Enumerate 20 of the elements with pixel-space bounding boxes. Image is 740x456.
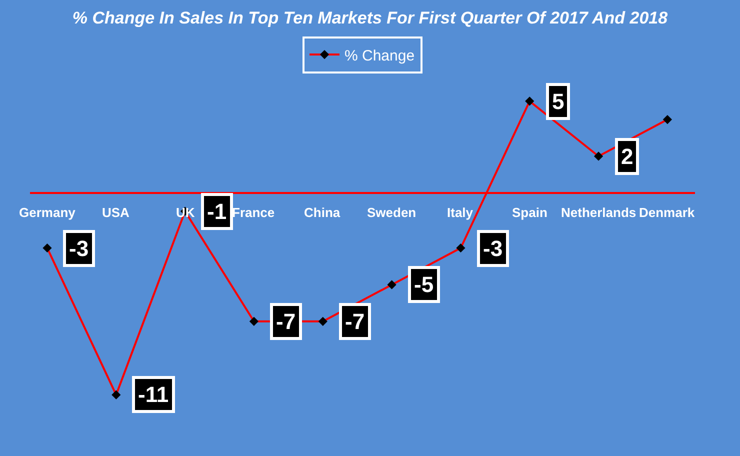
legend-label: % Change xyxy=(344,47,415,64)
x-tick-label: Sweden xyxy=(367,205,416,220)
data-label: -1 xyxy=(207,199,227,224)
chart-title: % Change In Sales In Top Ten Markets For First Quarter Of 2017 And 2018 xyxy=(72,8,668,28)
data-label: -3 xyxy=(69,236,89,261)
data-label: -11 xyxy=(138,382,169,407)
data-label: 2 xyxy=(621,144,634,169)
x-tick-label: China xyxy=(304,205,341,220)
x-tick-label: France xyxy=(232,205,275,220)
data-label: -7 xyxy=(276,309,296,334)
data-label: -5 xyxy=(414,272,434,297)
x-tick-label: USA xyxy=(102,205,130,220)
x-tick-label: Germany xyxy=(19,205,76,220)
data-label: -7 xyxy=(345,309,365,334)
x-tick-label: Denmark xyxy=(639,205,696,220)
x-tick-label: Spain xyxy=(512,205,548,220)
data-label: 5 xyxy=(552,89,564,114)
x-tick-label: Netherlands xyxy=(561,205,636,220)
data-label: -3 xyxy=(483,236,503,261)
x-tick-label: Italy xyxy=(447,205,474,220)
